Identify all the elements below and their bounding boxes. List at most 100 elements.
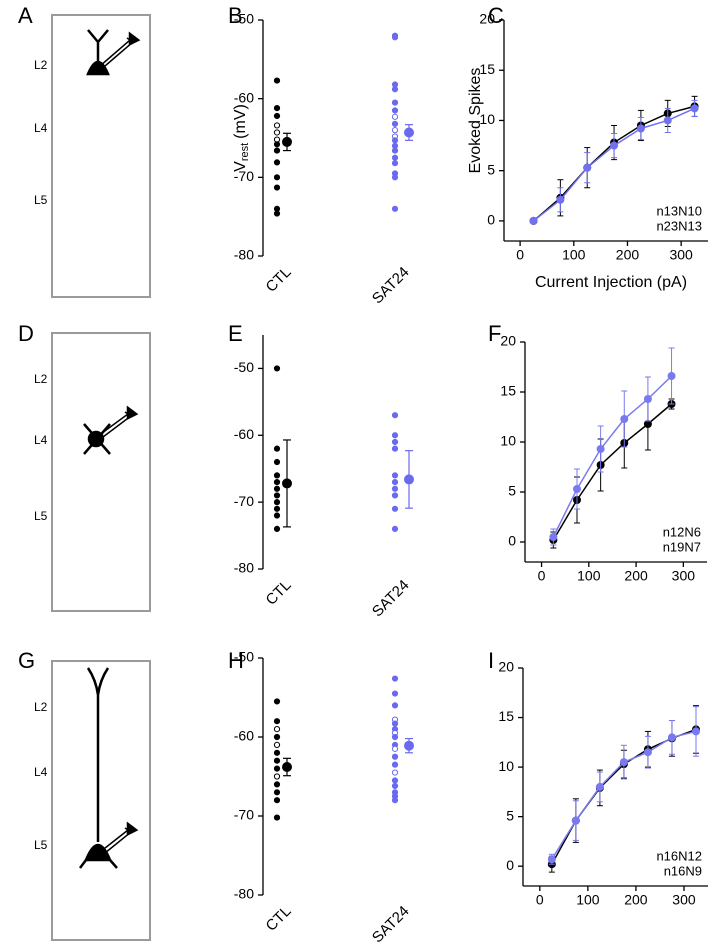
x-tick-label: 300 xyxy=(669,247,693,263)
y-tick-label: -70 xyxy=(234,168,254,184)
panel-label: A xyxy=(18,3,33,28)
layer-label: L5 xyxy=(34,509,48,523)
x-tick-label: SAT24 xyxy=(369,903,413,947)
data-point xyxy=(273,210,281,217)
data-point xyxy=(273,814,281,821)
mean-point xyxy=(404,127,414,138)
data-point xyxy=(273,445,281,452)
mean-point xyxy=(282,762,292,773)
y-tick-label: 10 xyxy=(500,433,516,449)
x-tick-label: 0 xyxy=(536,892,544,908)
data-point xyxy=(391,797,399,804)
layer-label: L5 xyxy=(34,193,48,207)
data-point xyxy=(391,174,399,181)
neuron-l2 xyxy=(86,29,141,76)
data-point xyxy=(620,415,629,423)
data-point xyxy=(391,478,399,486)
data-point xyxy=(391,720,399,727)
mean-point xyxy=(404,740,414,751)
data-point xyxy=(273,698,281,705)
data-point xyxy=(391,34,399,41)
neuron-l5 xyxy=(79,667,139,869)
data-point xyxy=(273,789,281,796)
data-point xyxy=(273,77,281,84)
legend-label: n16N12 xyxy=(656,848,702,863)
data-point xyxy=(273,129,281,136)
data-point xyxy=(273,174,281,181)
y-tick-label: 20 xyxy=(498,659,514,675)
data-point xyxy=(391,160,399,167)
data-point xyxy=(273,492,281,499)
data-point xyxy=(619,758,628,767)
data-point xyxy=(573,485,581,493)
data-point xyxy=(391,147,399,154)
x-tick-label: 0 xyxy=(538,568,546,584)
data-point xyxy=(391,137,399,144)
panel-label: I xyxy=(488,648,494,673)
legend-label: n16N9 xyxy=(664,863,702,878)
data-point xyxy=(610,141,619,150)
y-axis-title: Evoked Spikes xyxy=(467,68,484,174)
data-point xyxy=(273,505,281,512)
x-tick-label: 0 xyxy=(516,247,524,263)
y-tick-label: -50 xyxy=(234,649,254,665)
y-tick-label: 20 xyxy=(479,11,495,27)
data-point xyxy=(690,104,699,113)
data-point xyxy=(273,781,281,788)
neuron-l4 xyxy=(83,405,139,455)
data-point xyxy=(643,748,652,757)
layer-label: L2 xyxy=(34,700,48,714)
x-tick-label: CTL xyxy=(263,903,295,935)
x-axis-title: Current Injection (pA) xyxy=(535,274,687,291)
cortex-box xyxy=(51,332,151,612)
data-point xyxy=(273,726,281,733)
data-point xyxy=(643,420,652,428)
y-tick-label: 5 xyxy=(506,807,514,823)
data-point xyxy=(273,733,281,741)
legend-label: n12N6 xyxy=(663,524,701,539)
panel-label: E xyxy=(228,321,243,346)
data-point xyxy=(273,499,281,506)
data-point xyxy=(391,99,399,106)
data-point xyxy=(273,159,281,166)
data-point xyxy=(391,432,399,439)
data-point xyxy=(273,485,281,492)
data-point xyxy=(273,797,281,804)
data-point xyxy=(391,412,399,419)
data-point xyxy=(596,445,605,453)
data-point xyxy=(643,395,652,403)
y-tick-label: -50 xyxy=(234,359,254,375)
x-tick-label: CTL xyxy=(263,264,295,296)
y-tick-label: -80 xyxy=(234,247,254,263)
data-point xyxy=(391,445,399,452)
data-point xyxy=(391,733,399,741)
series-line xyxy=(552,403,673,541)
cortex-box xyxy=(51,14,151,298)
y-tick-label: 0 xyxy=(508,533,516,549)
data-point xyxy=(391,113,399,120)
x-tick-label: SAT24 xyxy=(369,264,413,308)
x-tick-label: 200 xyxy=(624,568,648,584)
data-point xyxy=(667,733,676,742)
y-tick-label: 10 xyxy=(498,758,514,774)
data-point xyxy=(391,753,399,760)
y-tick-label: 10 xyxy=(479,111,495,127)
panel-label: G xyxy=(18,648,35,673)
cortex-box xyxy=(51,660,151,941)
layer-label: L4 xyxy=(34,433,48,447)
data-point xyxy=(273,112,281,120)
y-tick-label: 15 xyxy=(500,383,516,399)
data-point xyxy=(273,122,281,129)
data-point xyxy=(273,147,281,154)
data-point xyxy=(391,702,399,709)
y-tick-label: 20 xyxy=(500,333,516,349)
y-tick-label: -60 xyxy=(234,426,254,442)
data-point xyxy=(273,105,281,112)
y-tick-label: -60 xyxy=(234,89,254,105)
data-point xyxy=(391,205,399,212)
layer-label: L4 xyxy=(34,121,48,135)
data-point xyxy=(273,184,281,191)
data-point xyxy=(273,365,281,372)
layer-label: L2 xyxy=(34,372,48,386)
